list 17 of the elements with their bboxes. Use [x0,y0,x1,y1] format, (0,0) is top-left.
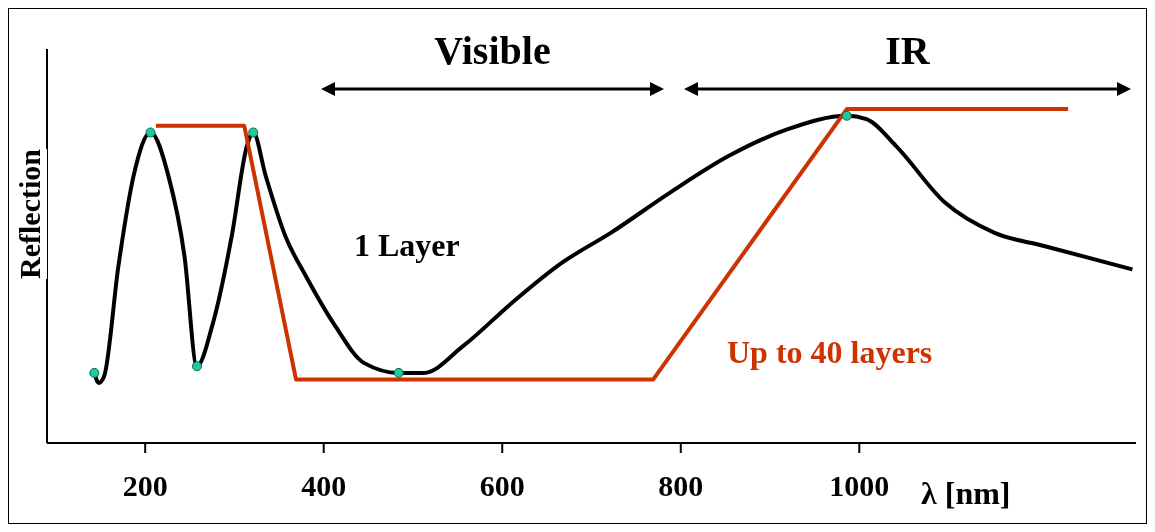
x-tick-label: 800 [658,469,704,503]
point [841,110,852,121]
point [191,361,202,372]
x-tick-label: 1000 [829,469,890,503]
point [393,367,404,378]
y-axis-title: Reflection [13,149,47,279]
point [145,127,156,138]
x-tick-label: 600 [479,469,525,503]
series-label: 1 Layer [354,227,460,264]
x-axis-title: λ [nm] [921,475,1011,512]
x-tick-label: 400 [301,469,347,503]
text: IR [884,27,931,74]
point [248,127,259,138]
series-label: Up to 40 layers [727,334,933,371]
text: Visible [433,27,552,74]
point [89,367,100,378]
x-tick-label: 200 [122,469,168,503]
